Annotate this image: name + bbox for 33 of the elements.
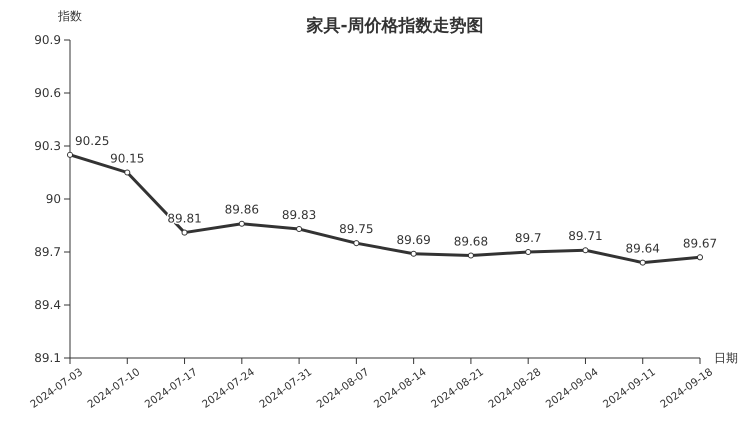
data-label: 89.7	[514, 231, 542, 245]
point	[525, 248, 532, 256]
point	[468, 252, 474, 259]
y-tick-label: 89.1	[34, 350, 61, 365]
y-tick-label: 90.9	[34, 32, 61, 47]
point	[182, 230, 188, 236]
point	[582, 247, 588, 254]
data-label: 89.71	[568, 229, 603, 244]
y-tick-label: 89.7	[34, 244, 61, 259]
data-label: 89.64	[626, 242, 660, 256]
point	[640, 260, 646, 266]
data-label: 90.15	[110, 152, 144, 166]
point	[696, 254, 704, 260]
y-tick-label: 89.4	[34, 298, 61, 312]
point	[353, 240, 360, 246]
data-label: 89.69	[396, 232, 431, 247]
point	[66, 152, 74, 158]
y-tick-label: 90.6	[34, 86, 61, 100]
y-tick-label: 90	[46, 192, 61, 206]
y-axis-title: 指数	[57, 9, 82, 23]
chart-title: 家具-周价格指数走势图	[305, 16, 484, 36]
point	[296, 226, 302, 232]
data-label: 89.83	[282, 208, 316, 222]
data-label: 89.67	[682, 236, 718, 250]
data-label: 90.25	[75, 134, 110, 148]
point	[410, 250, 417, 257]
data-label: 89.86	[224, 202, 259, 217]
point	[238, 220, 245, 227]
data-label: 89.75	[339, 222, 374, 236]
data-label: 89.68	[454, 234, 488, 249]
x-axis-title: 日期	[714, 351, 738, 365]
point	[124, 169, 130, 176]
y-tick-label: 90.3	[34, 138, 61, 153]
